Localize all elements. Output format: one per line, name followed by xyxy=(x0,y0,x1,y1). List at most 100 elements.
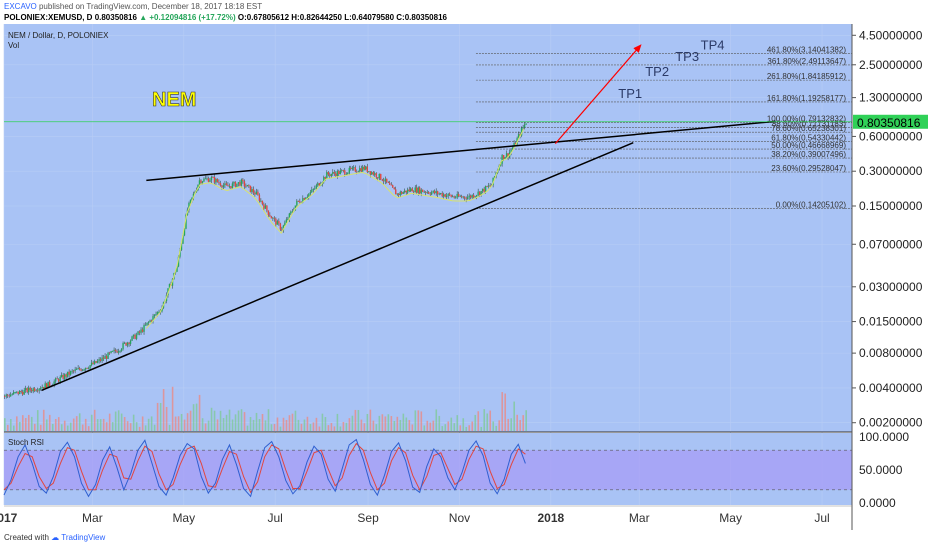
volume-bar xyxy=(9,419,12,431)
volume-bar xyxy=(57,417,60,431)
resistance-trendline[interactable] xyxy=(146,120,776,182)
volume-bar xyxy=(327,425,330,431)
volume-bar xyxy=(390,416,393,431)
volume-bar xyxy=(4,418,6,431)
candle-body xyxy=(4,396,6,397)
stoch-band xyxy=(4,450,852,490)
candle-body xyxy=(113,349,115,352)
volume-bar xyxy=(372,420,375,431)
candle-body xyxy=(472,194,475,198)
candle-body xyxy=(168,284,171,289)
candle-body xyxy=(306,196,309,198)
volume-bar xyxy=(120,413,123,431)
candle-body xyxy=(447,193,449,196)
candle-body xyxy=(342,170,345,172)
time-tick-label: 2017 xyxy=(0,511,18,525)
volume-bar xyxy=(249,417,252,431)
candle-body xyxy=(219,183,222,186)
volume-bar xyxy=(183,419,186,431)
candle-body xyxy=(493,176,496,178)
candle-body xyxy=(114,349,117,352)
candle-body xyxy=(248,185,250,186)
candle-body xyxy=(5,394,7,397)
candle-body xyxy=(435,191,437,194)
last-price-label: 0.80350816 xyxy=(857,116,921,130)
candle-body xyxy=(180,243,183,250)
author-name[interactable]: EXCAVO xyxy=(4,2,37,11)
candle-body xyxy=(291,211,294,213)
candle-body xyxy=(501,155,503,164)
candle-body xyxy=(132,334,135,337)
candle-body xyxy=(59,376,61,382)
candle-body xyxy=(363,166,365,170)
volume-bar xyxy=(96,419,99,431)
fib-level-label: 23.60%(0.29528047) xyxy=(771,164,846,173)
candle-body xyxy=(368,171,370,173)
candle-body xyxy=(246,185,249,187)
candle-body xyxy=(299,201,301,203)
volume-bar xyxy=(87,426,90,431)
fib-level-label: 61.80%(0.54330442) xyxy=(771,133,846,142)
candle-body xyxy=(502,155,505,159)
candle-body xyxy=(29,387,31,391)
volume-bar xyxy=(213,410,216,431)
candle-body xyxy=(303,198,306,200)
volume-bar xyxy=(66,425,69,431)
candle-body xyxy=(134,334,136,339)
candle-body xyxy=(221,185,223,188)
candle-body xyxy=(525,123,527,125)
candle-body xyxy=(75,369,78,370)
volume-bar xyxy=(225,414,228,431)
candle-body xyxy=(204,178,207,180)
volume-bar xyxy=(138,426,141,431)
volume-bar xyxy=(357,409,360,431)
candle-body xyxy=(401,191,403,194)
candle-body xyxy=(32,388,34,392)
candle-body xyxy=(60,374,63,377)
volume-bar xyxy=(312,422,315,431)
candle-body xyxy=(444,194,446,198)
volume-bar xyxy=(363,423,366,431)
candle-body xyxy=(261,200,264,205)
candle-body xyxy=(128,342,130,344)
volume-bar xyxy=(456,415,459,431)
candle-body xyxy=(336,171,339,177)
candle-body xyxy=(257,191,259,196)
candle-body xyxy=(423,191,425,193)
candle-body xyxy=(410,188,412,191)
axes: 4.50000000 2.50000000 1.30000000 0.60000000… xyxy=(0,28,928,525)
volume-bar xyxy=(36,410,39,431)
volume-bar xyxy=(171,386,174,431)
candle-body xyxy=(42,386,45,389)
target-label: TP1 xyxy=(618,86,642,101)
tradingview-brand[interactable]: TradingView xyxy=(61,533,106,542)
volume-bar xyxy=(240,409,243,431)
candle-body xyxy=(147,322,150,323)
volume-bar xyxy=(345,422,348,431)
candle-body xyxy=(323,177,325,183)
support-trendline[interactable] xyxy=(41,141,634,392)
candle-body xyxy=(14,392,16,393)
volume-bar xyxy=(63,420,66,431)
candle-body xyxy=(38,388,40,391)
volume-bar xyxy=(48,414,51,431)
volume-bar xyxy=(39,424,42,431)
candle-body xyxy=(102,357,105,359)
candle-body xyxy=(126,342,129,346)
candle-body xyxy=(84,367,87,370)
candle-body xyxy=(359,168,361,172)
candle-body xyxy=(266,205,268,211)
volume-bar xyxy=(492,421,495,431)
candle-body xyxy=(152,316,154,322)
candle-body xyxy=(258,195,261,201)
candle-body xyxy=(405,190,407,193)
candle-body xyxy=(429,193,431,195)
volume-bar xyxy=(210,407,213,431)
candle-body xyxy=(17,391,19,395)
candle-body xyxy=(87,368,90,370)
candle-body xyxy=(459,196,461,198)
candle-body xyxy=(182,235,184,244)
footer: Created with ☁ TradingView xyxy=(4,533,105,542)
